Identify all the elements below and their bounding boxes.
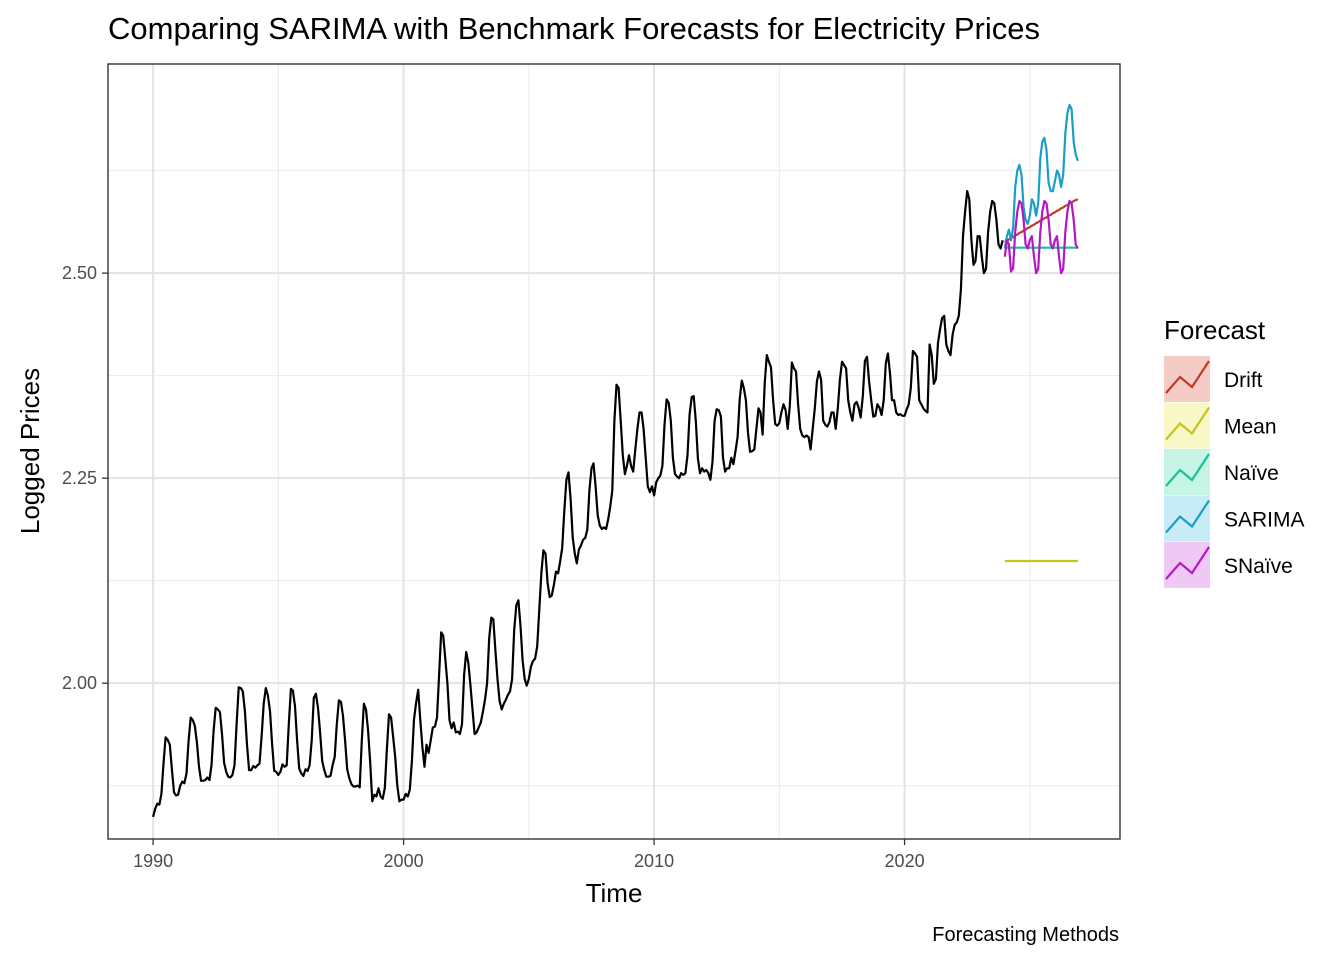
series-line-sna-ve (1003, 199, 1079, 275)
x-axis: 1990 2000 2010 2020 (133, 839, 925, 871)
legend-title: Forecast (1164, 315, 1266, 345)
legend-key-fill (1164, 542, 1210, 588)
chart-title: Comparing SARIMA with Benchmark Forecast… (108, 11, 1040, 46)
legend-key-line (1165, 360, 1210, 394)
legend: Forecast Drift Mean Naïve SARIMA SNaïve (1164, 315, 1305, 588)
legend-key (1164, 402, 1210, 449)
legend-key-line (1165, 453, 1210, 487)
y-axis-title: Logged Prices (15, 368, 45, 534)
legend-key-line (1165, 499, 1210, 534)
legend-label: SARIMA (1224, 509, 1305, 532)
legend-key (1164, 356, 1210, 402)
y-tick-label: 2.25 (62, 468, 97, 488)
legend-key (1164, 495, 1210, 542)
legend-label: SNaïve (1224, 555, 1293, 578)
x-tick-label: 1990 (133, 851, 173, 871)
legend-key-fill (1164, 356, 1210, 402)
series-line-observed (152, 190, 1004, 818)
x-tick-label: 2020 (885, 851, 925, 871)
legend-key (1164, 542, 1210, 588)
legend-key-fill (1164, 495, 1210, 542)
chart-caption: Forecasting Methods (932, 924, 1119, 946)
y-axis: 2.00 2.25 2.50 (62, 263, 108, 693)
legend-key-line (1165, 546, 1210, 580)
legend-key-line (1165, 406, 1210, 441)
legend-label: Mean (1224, 416, 1277, 439)
y-tick-label: 2.50 (62, 263, 97, 283)
x-axis-title: Time (586, 878, 643, 908)
legend-key-fill (1164, 449, 1210, 495)
series-line-sarima (1003, 103, 1079, 249)
x-tick-label: 2000 (384, 851, 424, 871)
x-tick-label: 2010 (634, 851, 674, 871)
legend-key-fill (1164, 402, 1210, 449)
plot-border (107, 63, 1121, 840)
legend-key (1164, 449, 1210, 495)
grid-lines (108, 64, 1120, 839)
series-lines (152, 103, 1079, 818)
y-tick-label: 2.00 (62, 673, 97, 693)
legend-label: Naïve (1224, 462, 1279, 485)
legend-label: Drift (1224, 369, 1263, 392)
